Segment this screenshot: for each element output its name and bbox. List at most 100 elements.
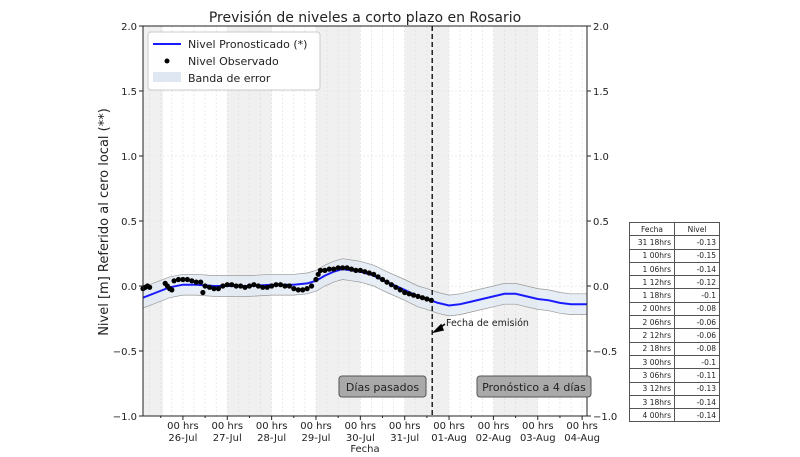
- table-cell-nivel: -0.06: [674, 315, 720, 330]
- observed-point: [375, 274, 381, 280]
- x-tick-label-date: 28-Jul: [257, 433, 286, 444]
- observed-point: [344, 265, 350, 271]
- y-tick-label: 0.5: [121, 217, 137, 228]
- x-tick-label-date: 03-Aug: [520, 433, 556, 444]
- x-tick-label-date: 01-Aug: [431, 433, 467, 444]
- table-cell-fecha: 31 18hrs: [629, 235, 675, 250]
- y-tick-label: −0.5: [113, 347, 137, 358]
- legend: Nivel Pronosticado (*) Nivel Observado B…: [147, 31, 321, 91]
- table-row: 1 00hrs -0.15: [629, 248, 720, 263]
- table-row: 2 00hrs -0.08: [629, 301, 720, 317]
- table-row: 1 18hrs -0.1: [629, 288, 720, 303]
- observed-point: [353, 267, 359, 273]
- y-tick-label: 1.0: [121, 152, 137, 163]
- observed-point: [384, 279, 390, 285]
- observed-point: [233, 283, 239, 289]
- chart-title: Previsión de niveles a corto plazo en Ro…: [209, 10, 521, 26]
- observed-point: [295, 287, 301, 293]
- x-tick-label-hour: 00 hrs: [478, 421, 510, 432]
- observed-point: [202, 283, 208, 289]
- observed-point: [362, 269, 368, 275]
- observed-point: [322, 267, 328, 273]
- x-tick-label-date: 29-Jul: [302, 433, 331, 444]
- x-tick-label-hour: 00 hrs: [167, 421, 199, 432]
- observed-point: [406, 291, 412, 297]
- y-tick-label-right: 1.0: [593, 152, 609, 163]
- table-cell-nivel: -0.14: [674, 261, 720, 277]
- table-cell-fecha: 1 00hrs: [629, 248, 675, 263]
- observed-point: [220, 283, 226, 289]
- observed-point: [419, 295, 426, 301]
- y-axis-label: Nivel [m] Referido al cero local (**): [97, 108, 112, 336]
- legend-observed: Nivel Observado: [188, 55, 279, 68]
- table-cell-nivel: -0.08: [674, 301, 720, 317]
- table-cell-nivel: -0.1: [674, 288, 720, 303]
- table-cell-fecha: 4 00hrs: [629, 408, 675, 423]
- legend-band: Banda de error: [188, 72, 271, 85]
- observed-point: [397, 287, 403, 293]
- observed-point: [147, 284, 153, 290]
- x-tick-label-date: 26-Jul: [168, 433, 197, 444]
- observed-point: [335, 265, 341, 271]
- observed-point: [180, 276, 186, 283]
- y-tick-label-right: −1.0: [593, 412, 617, 423]
- observed-point: [237, 283, 244, 289]
- past-days-label: Días pasados: [346, 381, 419, 394]
- observed-point: [393, 284, 399, 290]
- observed-point: [424, 296, 430, 302]
- table-cell-fecha: 3 18hrs: [629, 394, 675, 410]
- x-tick-label-hour: 00 hrs: [256, 421, 288, 432]
- observed-point: [224, 282, 230, 288]
- observed-point: [313, 276, 319, 283]
- x-tick-label-date: 31-Jul: [390, 433, 419, 444]
- observed-point: [273, 282, 279, 288]
- table-cell-fecha: 2 00hrs: [629, 301, 675, 317]
- past-days-box: [338, 375, 427, 398]
- observed-point: [402, 289, 408, 296]
- table-row: 2 18hrs -0.08: [629, 341, 720, 356]
- x-tick-label-date: 30-Jul: [346, 433, 375, 444]
- observed-point: [315, 271, 321, 277]
- observed-point: [198, 279, 204, 285]
- observed-point: [211, 286, 217, 292]
- table-cell-fecha: 2 06hrs: [629, 315, 675, 330]
- x-tick-label-hour: 00 hrs: [433, 421, 465, 432]
- y-tick-label: 1.5: [121, 87, 137, 98]
- table-cell-nivel: -0.06: [674, 328, 720, 343]
- observed-point: [348, 266, 355, 272]
- y-tick-label: 2.0: [121, 22, 137, 33]
- table-cell-nivel: -0.13: [674, 381, 720, 396]
- table-cell-nivel: -0.14: [674, 394, 720, 410]
- y-tick-label-right: 0.5: [593, 217, 609, 228]
- table-cell-nivel: -0.11: [674, 368, 720, 383]
- observed-point: [184, 276, 190, 283]
- y-tick-label: 0.0: [121, 282, 137, 293]
- table-row: 4 00hrs -0.14: [629, 408, 720, 423]
- observed-point: [260, 284, 266, 290]
- table-cell-fecha: 1 18hrs: [629, 288, 675, 303]
- x-tick-label-hour: 00 hrs: [300, 421, 332, 432]
- observed-point: [371, 271, 377, 277]
- observed-point: [264, 284, 270, 290]
- table-row: 3 00hrs -0.1: [629, 354, 720, 370]
- y-tick-label-right: 2.0: [593, 22, 609, 33]
- table-cell-nivel: -0.15: [674, 248, 720, 263]
- observed-point: [379, 276, 386, 283]
- y-tick-label-right: 0.0: [593, 282, 609, 293]
- observed-point: [410, 292, 417, 298]
- observed-point: [175, 276, 182, 283]
- x-tick-label-hour: 00 hrs: [566, 421, 598, 432]
- observed-point: [308, 283, 315, 289]
- night-shade: [315, 26, 361, 416]
- observed-point: [357, 267, 363, 273]
- table-cell-fecha: 3 12hrs: [629, 381, 675, 396]
- table-row: 1 12hrs -0.12: [629, 275, 720, 290]
- table-header-nivel: Nivel: [674, 221, 720, 237]
- table-cell-nivel: -0.08: [674, 341, 720, 356]
- observed-point: [388, 282, 394, 288]
- x-tick-label-date: 04-Aug: [564, 433, 600, 444]
- emission-arrow-icon: [431, 323, 446, 334]
- observed-point: [291, 286, 297, 292]
- table-cell-nivel: -0.12: [674, 275, 720, 290]
